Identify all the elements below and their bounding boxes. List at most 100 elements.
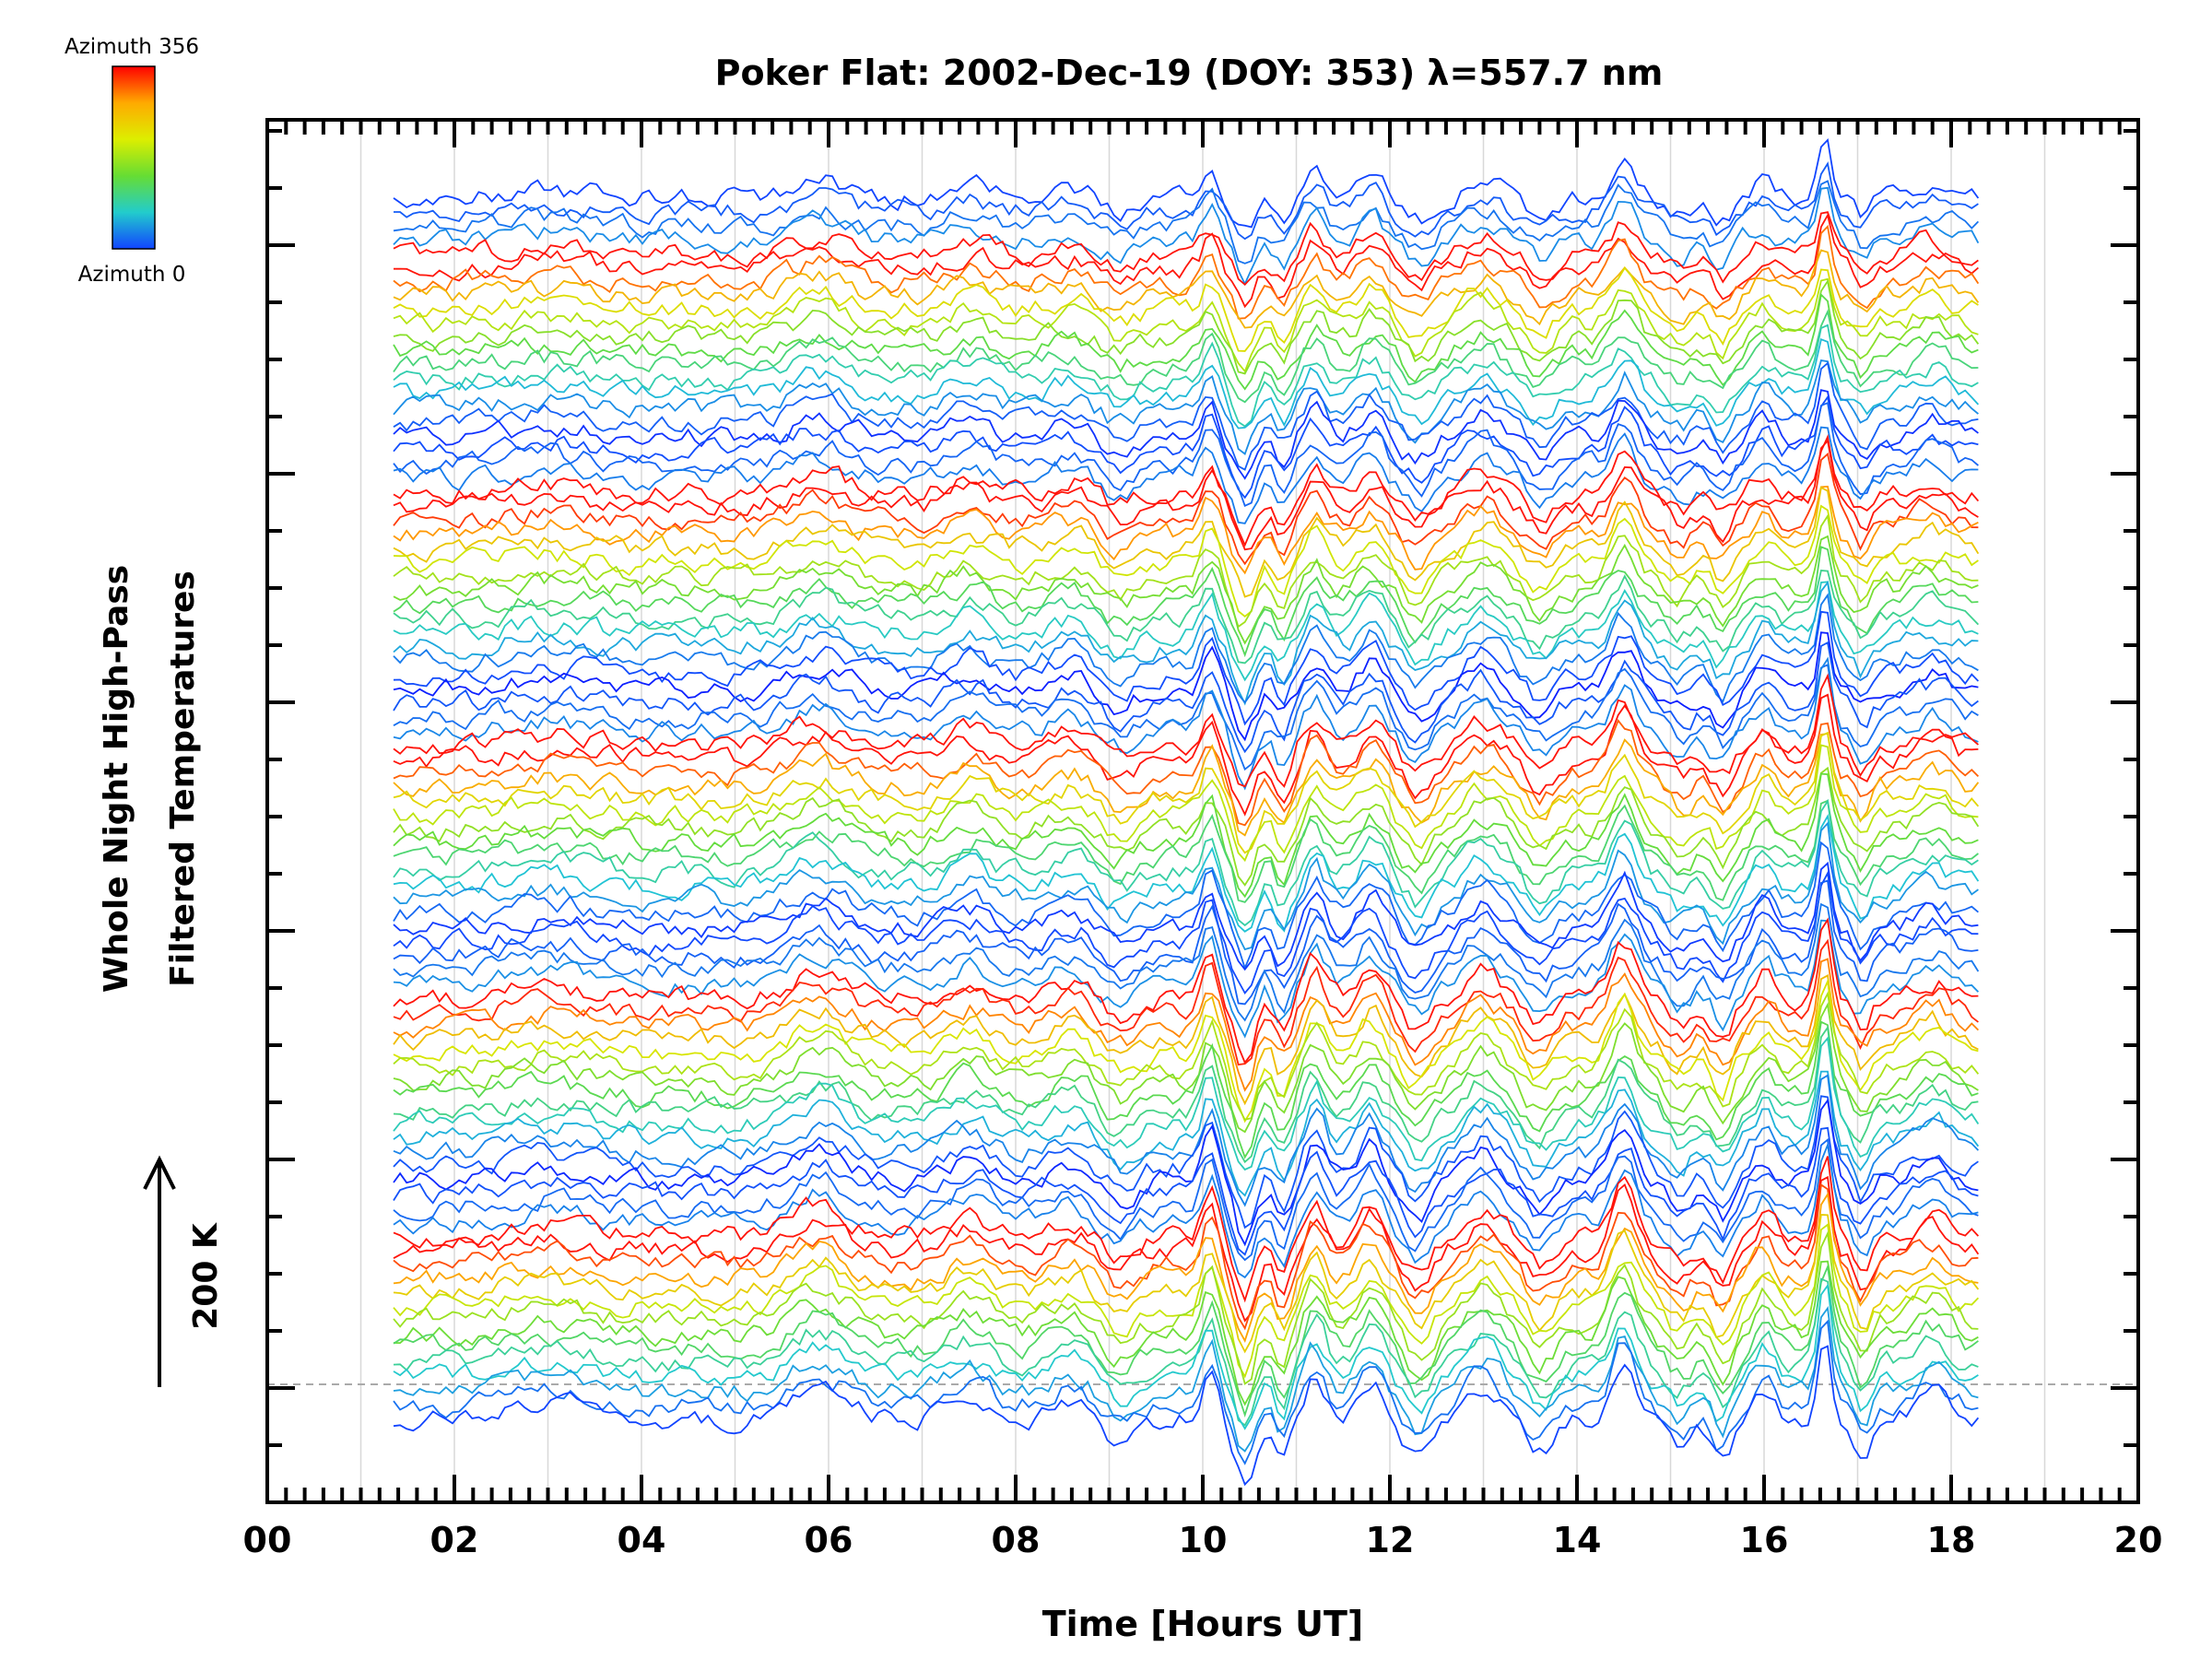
series-line	[393, 513, 1979, 629]
series-line	[393, 1214, 1980, 1354]
series-line	[394, 161, 1979, 241]
series-line	[393, 861, 1979, 971]
series-line	[393, 1156, 1980, 1303]
series-line	[393, 731, 1980, 854]
series-line	[393, 1020, 1979, 1159]
series-line	[393, 593, 1979, 704]
series-line	[393, 211, 1979, 287]
series-line	[393, 1141, 1979, 1279]
series-line	[393, 919, 1980, 1039]
series-line	[393, 879, 1979, 1006]
series-line	[393, 1306, 1979, 1453]
series-line	[393, 1002, 1979, 1134]
series-line	[393, 673, 1979, 788]
series-line	[393, 570, 1980, 665]
series-line	[393, 546, 1979, 658]
series-line	[393, 631, 1979, 742]
axis-ticks	[265, 120, 2140, 1502]
series-line	[393, 1070, 1980, 1197]
series-line	[393, 137, 1980, 229]
series-line	[393, 1192, 1979, 1343]
series-line	[393, 1074, 1980, 1207]
series-line	[393, 535, 1979, 645]
colorbar-top-label: Azimuth 356	[65, 35, 199, 59]
series-line	[393, 772, 1979, 899]
series-line	[393, 361, 1979, 471]
series-line	[393, 917, 1979, 1065]
x-tick-label: 12	[1366, 1520, 1415, 1560]
series-line	[393, 394, 1979, 500]
series-line	[393, 978, 1979, 1124]
colorbar-bottom-label: Azimuth 0	[78, 263, 186, 287]
x-tick-label: 18	[1927, 1520, 1976, 1560]
chart-title: Poker Flat: 2002-Dec-19 (DOY: 353) λ=557…	[715, 53, 1664, 93]
series-line	[393, 841, 1979, 971]
series-line	[393, 1283, 1979, 1430]
series-line	[393, 1260, 1979, 1406]
series-line	[393, 278, 1980, 375]
series-line	[393, 224, 1980, 320]
series-line	[393, 656, 1979, 791]
series-line	[393, 1345, 1980, 1487]
series-line	[393, 213, 1979, 309]
series-line	[393, 799, 1979, 903]
x-tick-label: 04	[618, 1520, 666, 1560]
series-line	[393, 249, 1980, 329]
series-line	[393, 641, 1979, 754]
series-line	[393, 434, 1980, 547]
series-line	[393, 1230, 1979, 1385]
series-line	[393, 401, 1979, 508]
x-tick-label: 02	[430, 1520, 479, 1560]
x-tick-label: 10	[1179, 1520, 1228, 1560]
series-line	[393, 309, 1979, 404]
x-axis-label: Time [Hours UT]	[1042, 1604, 1364, 1644]
series-line	[393, 870, 1979, 994]
series-line	[393, 277, 1979, 373]
x-tick-label: 06	[805, 1520, 853, 1560]
series-line	[393, 1175, 1980, 1323]
series-line	[393, 426, 1979, 524]
series-line	[393, 504, 1979, 618]
x-tick-label: 00	[243, 1520, 292, 1560]
series-line	[393, 337, 1980, 429]
series-line	[393, 359, 1979, 455]
series-lines	[393, 137, 1980, 1487]
series-line	[393, 1264, 1979, 1418]
x-tick-label: 14	[1553, 1520, 1602, 1560]
series-line	[393, 1036, 1980, 1171]
series-line	[393, 1126, 1979, 1256]
series-line	[393, 1223, 1980, 1379]
series-line	[393, 1095, 1979, 1230]
series-line	[393, 452, 1979, 566]
series-line	[393, 958, 1980, 1092]
colorbar	[112, 65, 156, 250]
series-line	[393, 821, 1979, 951]
x-tick-label: 20	[2114, 1520, 2163, 1560]
series-line	[393, 485, 1979, 575]
series-line	[393, 1137, 1979, 1262]
series-line	[393, 186, 1980, 287]
series-line	[393, 580, 1979, 706]
x-tick-labels: 00 02 04 06 08 10 12 14 16 18 20	[243, 1520, 2163, 1560]
series-line	[393, 292, 1979, 391]
series-line	[393, 719, 1980, 827]
x-tick-label: 16	[1740, 1520, 1789, 1560]
series-line	[393, 766, 1980, 887]
series-line	[393, 610, 1980, 726]
series-line	[393, 663, 1979, 771]
series-line	[393, 798, 1979, 927]
series-line	[393, 581, 1979, 682]
series-line	[393, 324, 1979, 428]
y-axis-label-line1: Whole Night High-Pass	[98, 565, 135, 993]
series-line	[393, 974, 1979, 1106]
scale-label: 200 K	[187, 1222, 225, 1330]
series-line	[393, 266, 1979, 352]
series-line	[393, 693, 1979, 817]
series-line	[393, 486, 1980, 598]
series-line	[393, 1319, 1979, 1465]
series-line	[393, 938, 1979, 1066]
series-line	[393, 1277, 1979, 1427]
x-tick-label: 08	[992, 1520, 1041, 1560]
series-line	[393, 389, 1979, 480]
